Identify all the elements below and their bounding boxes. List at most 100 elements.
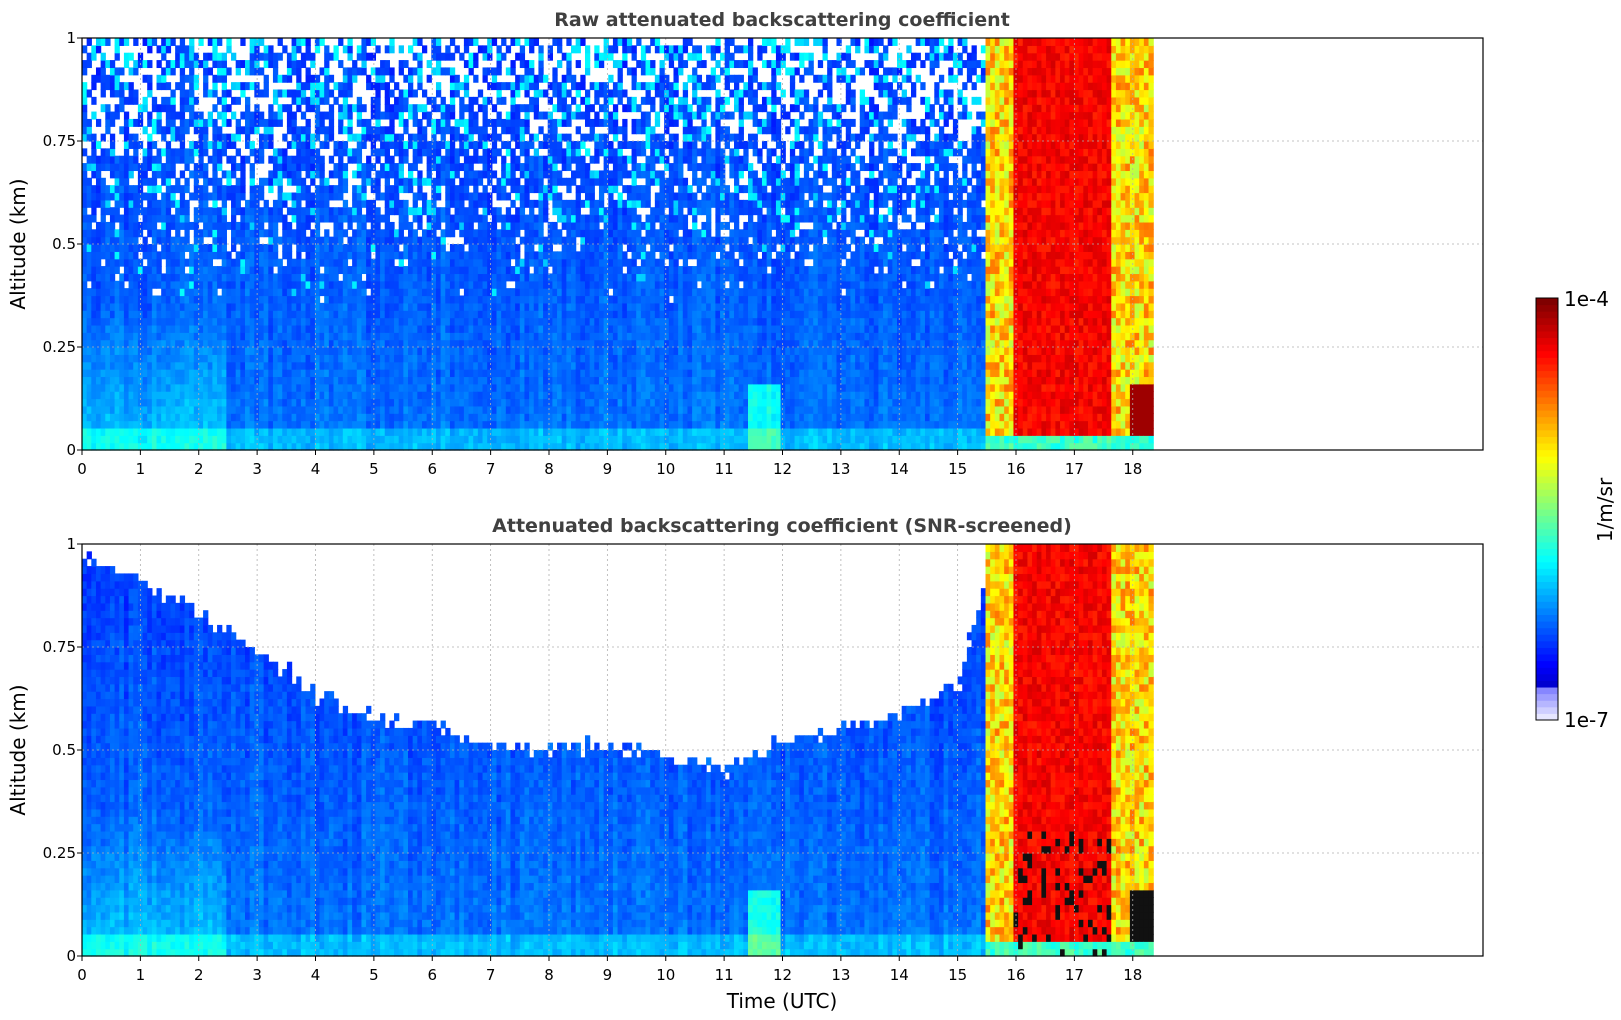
heatmap-cell <box>380 310 386 319</box>
heatmap-cell <box>375 251 381 260</box>
heatmap-cell <box>128 82 134 91</box>
heatmap-cell <box>226 302 232 311</box>
heatmap-cell <box>151 273 158 282</box>
heatmap-cell <box>142 251 148 260</box>
heatmap-cell <box>552 236 558 245</box>
heatmap-cell <box>394 82 400 91</box>
heatmap-cell <box>151 427 158 436</box>
heatmap-cell <box>412 398 418 407</box>
heatmap-cell <box>324 310 330 319</box>
heatmap-cell <box>142 273 148 282</box>
heatmap-cell <box>207 251 214 260</box>
heatmap-cell <box>482 280 488 289</box>
heatmap-cell <box>249 288 255 297</box>
heatmap-cell <box>384 192 390 201</box>
heatmap-cell <box>114 427 120 436</box>
heatmap-cell <box>212 177 218 186</box>
heatmap-cell <box>328 111 335 120</box>
heatmap-cell <box>249 324 255 333</box>
heatmap-cell <box>147 413 153 422</box>
heatmap-cell <box>347 251 353 260</box>
heatmap-cell <box>175 229 181 238</box>
heatmap-cell <box>366 398 372 407</box>
heatmap-cell <box>184 317 190 326</box>
heatmap-cell <box>445 295 451 304</box>
heatmap-cell <box>277 266 283 275</box>
heatmap-cell <box>221 207 227 216</box>
heatmap-cell <box>440 104 446 113</box>
heatmap-cell <box>165 192 172 201</box>
heatmap-cell <box>82 60 88 69</box>
heatmap-cell <box>161 369 167 378</box>
heatmap-cell <box>575 354 581 363</box>
heatmap-cell <box>245 133 251 142</box>
heatmap-cell <box>128 302 134 311</box>
heatmap-cell <box>389 185 395 194</box>
heatmap-cell <box>375 376 381 385</box>
heatmap-cell <box>184 236 190 245</box>
heatmap-cell <box>366 354 372 363</box>
heatmap-cell <box>226 339 232 348</box>
heatmap-cell <box>203 324 209 333</box>
heatmap-cell <box>487 229 493 238</box>
heatmap-cell <box>389 288 395 297</box>
heatmap-cell <box>203 258 209 267</box>
heatmap-cell <box>114 251 120 260</box>
heatmap-cell <box>123 361 130 370</box>
heatmap-cell <box>133 427 139 436</box>
heatmap-cell <box>310 295 316 304</box>
heatmap-cell <box>408 229 414 238</box>
raw-plot-title: Raw attenuated backscattering coefficien… <box>554 9 1010 31</box>
heatmap-cell <box>342 420 349 429</box>
heatmap-cell <box>91 280 97 289</box>
heatmap-cell <box>300 332 307 341</box>
heatmap-cell <box>133 236 139 245</box>
heatmap-cell <box>468 369 474 378</box>
heatmap-cell <box>394 427 400 436</box>
heatmap-cell <box>114 89 120 98</box>
heatmap-cell <box>263 258 269 267</box>
heatmap-cell <box>100 347 106 355</box>
heatmap-cell <box>277 383 283 392</box>
heatmap-cell <box>375 280 381 289</box>
heatmap-cell <box>412 141 418 149</box>
heatmap-cell <box>417 60 423 69</box>
heatmap-cell <box>375 435 381 444</box>
heatmap-cell <box>571 251 577 260</box>
heatmap-cell <box>310 214 316 223</box>
heatmap-cell <box>109 310 116 319</box>
heatmap-cell <box>519 405 526 414</box>
heatmap-cell <box>519 163 526 172</box>
heatmap-cell <box>477 369 484 378</box>
heatmap-cell <box>510 302 516 311</box>
heatmap-cell <box>356 244 363 252</box>
heatmap-cell <box>128 266 134 275</box>
heatmap-cell <box>403 310 409 319</box>
heatmap-cell <box>123 163 130 172</box>
heatmap-cell <box>91 96 97 105</box>
heatmap-cell <box>487 155 493 164</box>
heatmap-cell <box>557 251 563 260</box>
heatmap-cell <box>258 111 265 120</box>
heatmap-cell <box>421 302 428 311</box>
heatmap-cell <box>272 302 279 311</box>
heatmap-cell <box>347 317 353 326</box>
heatmap-cell <box>463 89 470 98</box>
heatmap-cell <box>300 89 307 98</box>
heatmap-cell <box>95 280 102 289</box>
heatmap-cell <box>212 435 218 444</box>
heatmap-cell <box>198 354 204 363</box>
heatmap-cell <box>366 339 372 348</box>
heatmap-cell <box>156 199 162 208</box>
heatmap-cell <box>384 126 390 135</box>
heatmap-cell <box>519 60 526 69</box>
heatmap-cell <box>477 398 484 407</box>
heatmap-cell <box>380 339 386 348</box>
heatmap-cell <box>468 420 474 429</box>
heatmap-cell <box>552 104 558 113</box>
heatmap-cell <box>258 391 265 400</box>
heatmap-cell <box>314 302 321 311</box>
heatmap-cell <box>128 258 134 267</box>
heatmap-cell <box>245 214 251 223</box>
heatmap-cell <box>240 82 246 91</box>
